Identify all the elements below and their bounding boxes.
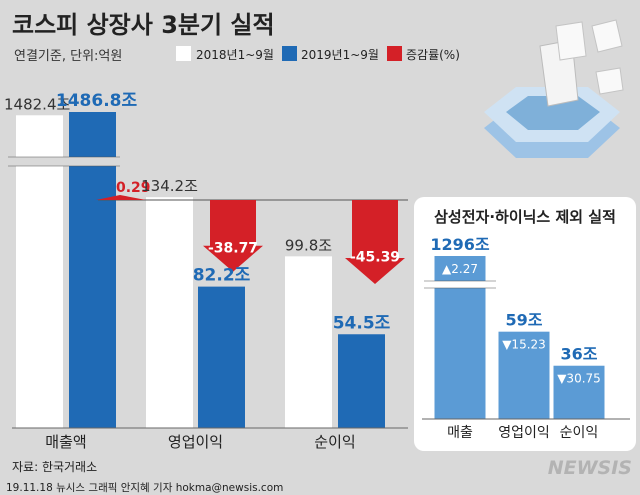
inset-axis-break	[432, 281, 488, 288]
value-label-2019-0: 1486.8조	[56, 91, 138, 111]
inset-change-label-0: ▲2.27	[442, 262, 478, 276]
legend-label-2019: 2019년1~9월	[301, 48, 379, 62]
axis-break	[8, 156, 120, 167]
ballot-slot-icon	[506, 96, 600, 130]
change-arrow-2	[345, 200, 405, 284]
inset-title: 삼성전자·하이닉스 제외 실적	[434, 208, 616, 226]
category-label-1: 영업이익	[168, 433, 223, 451]
change-arrow-1	[203, 200, 263, 272]
legend-label-2018: 2018년1~9월	[196, 48, 274, 62]
unit-note: 연결기준, 단위:억원	[14, 49, 122, 64]
bar-2018-2	[285, 256, 332, 428]
value-label-2018-2: 99.8조	[285, 236, 332, 254]
inset-category-label-0: 매출	[447, 425, 473, 441]
page-title: 코스피 상장사 3분기 실적	[12, 11, 275, 39]
legend-label-change: 증감률(%)	[406, 48, 460, 62]
legend-swatch-change	[387, 46, 402, 61]
credit-line: 19.11.18 뉴시스 그래픽 안지혜 기자 hokma@newsis.com	[6, 482, 283, 494]
category-label-2: 순이익	[314, 433, 355, 451]
inset-change-label-2: ▼30.75	[557, 372, 601, 386]
change-flag-0	[96, 195, 146, 200]
ballot-paper-icon-2	[555, 21, 587, 61]
change-label-2: -45.39	[350, 249, 400, 265]
value-label-2019-1: 82.2조	[193, 266, 251, 286]
inset-category-label-1: 영업이익	[498, 425, 550, 441]
bar-2018-0	[16, 115, 63, 429]
ballot-paper-icon-3	[591, 19, 623, 53]
inset-value-label-0: 1296조	[430, 235, 490, 254]
inset-value-label-1: 59조	[506, 311, 543, 330]
inset-bar-0	[434, 256, 486, 419]
value-label-2018-0: 1482.4조	[4, 95, 70, 113]
inset-value-label-2: 36조	[561, 345, 598, 364]
inset-category-label-2: 순이익	[560, 425, 599, 441]
bar-2019-1	[198, 286, 245, 428]
bar-2019-2	[338, 334, 385, 428]
axis-break-band	[8, 157, 120, 166]
newsis-logo: NEWSIS	[548, 457, 632, 479]
change-label-0: 0.29	[116, 180, 151, 196]
bar-2018-1	[146, 197, 193, 428]
inset-change-label-1: ▼15.23	[502, 338, 546, 352]
legend: 2018년1~9월 2019년1~9월 증감률(%)	[176, 46, 460, 62]
category-label-0: 매출액	[45, 433, 86, 451]
change-label-1: -38.77	[208, 240, 258, 256]
change-arrows: 0.29 -38.77 -45.39	[96, 180, 405, 284]
value-label-2019-2: 54.5조	[333, 313, 391, 333]
inset-chart: 1296조 ▲2.27 매출 59조 ▼15.23 영업이익 36조 ▼30.75 순이익	[424, 235, 605, 441]
legend-swatch-2018	[176, 46, 191, 61]
ballot-box-illustration	[484, 19, 624, 158]
value-label-2018-1: 134.2조	[141, 177, 198, 195]
inset-bar-1	[498, 331, 550, 419]
legend-swatch-2019	[282, 46, 297, 61]
ballot-paper-icon-4	[595, 67, 624, 95]
inset-bar-2	[553, 365, 605, 419]
source-note: 자료: 한국거래소	[12, 460, 97, 474]
